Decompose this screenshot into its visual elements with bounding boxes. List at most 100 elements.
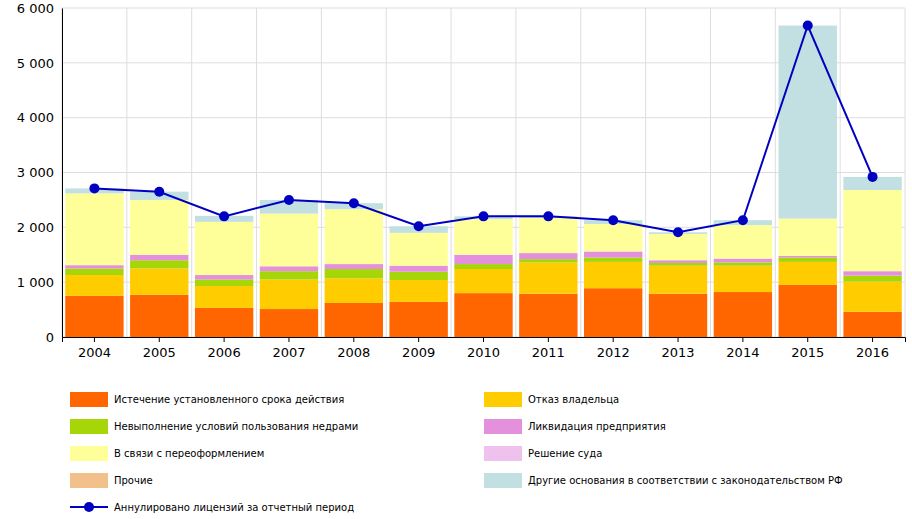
bar (130, 255, 188, 260)
tick-label: 2011 (532, 345, 565, 360)
bar (714, 225, 772, 258)
tick: 1 000 (17, 275, 62, 290)
legend-label: Невыполнение условий пользования недрами (114, 421, 358, 432)
grid-line-vertical (256, 8, 257, 337)
grid-line-vertical (710, 8, 711, 337)
bar (260, 266, 318, 271)
bar (325, 264, 383, 269)
x-axis: 2004 2005 2006 2007 2008 2009 2010 2011 2012 2013… (63, 337, 906, 360)
axis-line (62, 9, 63, 338)
legend-swatch (484, 446, 522, 461)
grid-line-vertical (62, 8, 63, 337)
marker (738, 215, 748, 225)
tick-label: 2014 (726, 345, 759, 360)
legend-item: В связи с переоформлением (70, 446, 264, 461)
bar (649, 266, 707, 294)
bar (389, 280, 447, 302)
bar (843, 276, 901, 282)
tick: 2005 (143, 337, 176, 360)
tick-mark (872, 337, 873, 342)
tick-label: 2004 (78, 345, 111, 360)
tick-label: 5 000 (17, 55, 54, 70)
bar (130, 268, 188, 294)
line (94, 26, 872, 233)
bar (260, 214, 318, 267)
grid-line-vertical (840, 8, 841, 337)
tick-label: 2007 (272, 345, 305, 360)
tick: 2012 (597, 337, 630, 360)
bar (779, 285, 837, 337)
tick-label: 2012 (597, 345, 630, 360)
bar (65, 193, 123, 265)
data (65, 21, 902, 337)
bar (843, 190, 901, 271)
legend-label: Истечение установленного срока действия (114, 394, 344, 405)
bar (779, 257, 837, 261)
bar (389, 272, 447, 280)
tick-mark (159, 337, 160, 342)
tick-mark (548, 337, 549, 342)
bar (389, 233, 447, 266)
tick-label: 2010 (467, 345, 500, 360)
tick-label: 0 (46, 330, 54, 345)
bar (130, 260, 188, 268)
tick-label: 2015 (791, 345, 824, 360)
marker (608, 215, 618, 225)
bar (584, 262, 642, 288)
grid-line-vertical (905, 8, 906, 337)
tick-mark (613, 337, 614, 342)
bar (195, 275, 253, 279)
tick-mark (288, 337, 289, 342)
legend-swatch (70, 392, 108, 407)
grid-line-vertical (321, 8, 322, 337)
tick: 3 000 (17, 165, 62, 180)
tick: 2006 (208, 337, 241, 360)
bar (195, 308, 253, 337)
bar (130, 295, 188, 337)
bar (519, 294, 577, 337)
marker (349, 198, 359, 208)
legend-item: Другие основания в соответствии с законо… (484, 473, 843, 488)
tick: 5 000 (17, 55, 62, 70)
tick: 2009 (402, 337, 435, 360)
tick-mark (678, 337, 679, 342)
legend-item: Отказ владельца (484, 392, 619, 407)
bar (519, 259, 577, 262)
marker (868, 172, 878, 182)
bar (714, 262, 772, 265)
tick-label: 2 000 (17, 220, 54, 235)
chart: 01 0002 0003 0004 0005 0006 000200420052… (0, 0, 912, 519)
bar (584, 224, 642, 251)
bar (714, 266, 772, 292)
bar-series (65, 251, 902, 279)
tick-label: 2013 (661, 345, 694, 360)
marker (414, 221, 424, 231)
marker (219, 211, 229, 221)
tick: 0 (46, 330, 62, 345)
marker (284, 195, 294, 205)
tick: 2 000 (17, 220, 62, 235)
bar (65, 275, 123, 296)
tick-mark (353, 337, 354, 342)
bar (649, 260, 707, 263)
bar (195, 279, 253, 286)
tick-mark (94, 337, 95, 342)
bar (325, 209, 383, 264)
tick: 2008 (337, 337, 370, 360)
legend-item: Решение суда (484, 446, 602, 461)
legend: Истечение установленного срока действия О… (70, 392, 843, 513)
bar (779, 219, 837, 256)
grid-line-vertical (580, 8, 581, 337)
bar (195, 222, 253, 275)
grid (62, 8, 905, 337)
tick: 2010 (467, 337, 500, 360)
marker (154, 187, 164, 197)
tick: 2011 (532, 337, 565, 360)
bar (843, 271, 901, 275)
grid-line-vertical (451, 8, 452, 337)
bar (779, 26, 837, 219)
tick: 2014 (726, 337, 759, 360)
bar (843, 312, 901, 337)
bar (714, 259, 772, 263)
plot: 01 0002 0003 0004 0005 0006 000200420052… (17, 1, 906, 361)
